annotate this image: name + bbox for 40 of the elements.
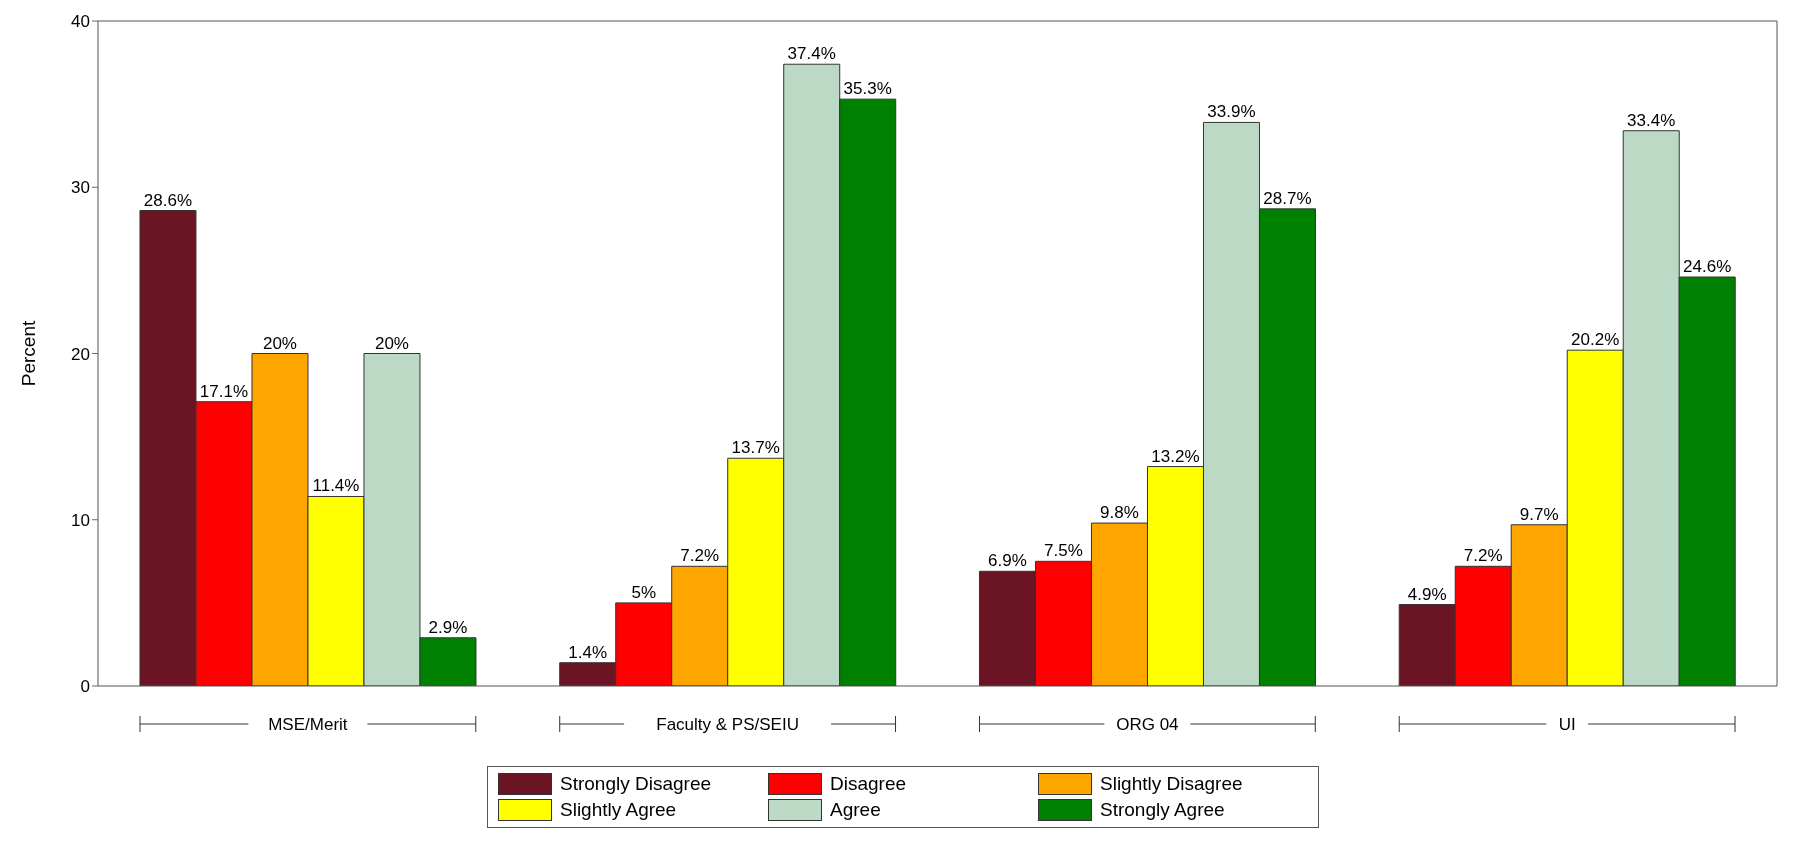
data-label: 11.4% [312, 476, 360, 496]
data-label: 1.4% [568, 642, 608, 662]
legend-label: Slightly Agree [560, 799, 677, 821]
data-label: 7.2% [680, 546, 720, 566]
data-label: 28.7% [1263, 188, 1312, 208]
data-label: 20.2% [1571, 330, 1620, 350]
x-tick-label: ORG 04 [1116, 715, 1179, 734]
y-tick-label: 30 [71, 178, 90, 198]
legend-label: Strongly Agree [1100, 799, 1225, 821]
data-label: 9.7% [1519, 504, 1559, 524]
data-label: 13.2% [1151, 446, 1200, 466]
data-label: 4.9% [1407, 584, 1447, 604]
y-tick-label: 0 [80, 677, 90, 697]
x-tick-label: MSE/Merit [268, 715, 348, 734]
data-label: 35.3% [843, 79, 892, 99]
legend-label: Slightly Disagree [1100, 773, 1243, 795]
y-tick-label: 20 [71, 344, 90, 364]
y-axis-title: Percent [17, 320, 39, 387]
data-label: 33.4% [1627, 110, 1676, 130]
data-label: 37.4% [787, 44, 836, 64]
data-label: 2.9% [428, 617, 468, 637]
legend-label: Strongly Disagree [560, 773, 712, 795]
y-tick-label: 10 [71, 510, 90, 530]
data-label: 5% [631, 582, 657, 602]
data-label: 20% [262, 333, 297, 353]
x-tick-label: UI [1558, 715, 1576, 734]
data-label: 24.6% [1683, 257, 1732, 277]
data-label: 33.9% [1207, 102, 1256, 122]
data-label: 7.5% [1044, 541, 1083, 561]
data-label: 20% [374, 333, 409, 353]
data-label: 28.6% [143, 190, 193, 210]
y-tick-label: 40 [71, 12, 90, 32]
legend-label: Agree [830, 799, 881, 821]
data-label: 13.7% [731, 438, 780, 458]
data-label: 6.9% [988, 551, 1027, 571]
x-tick-label: Faculty & PS/SEIU [656, 715, 799, 734]
data-label: 9.8% [1100, 503, 1139, 523]
legend-label: Disagree [830, 773, 907, 795]
data-label: 17.1% [199, 381, 249, 401]
data-label: 7.2% [1463, 546, 1503, 566]
